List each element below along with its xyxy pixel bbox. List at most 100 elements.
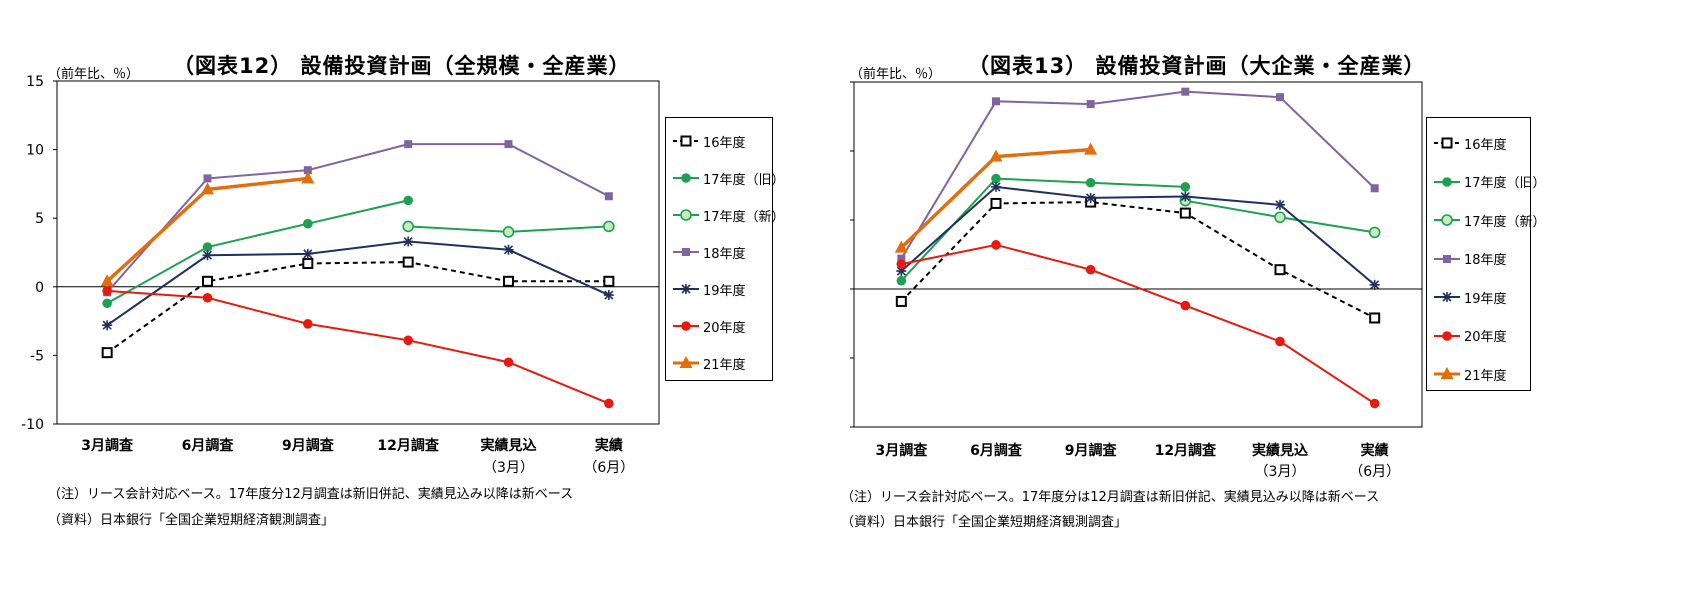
data-point — [1442, 176, 1452, 187]
line-chart-left: 15 10 5 0 -5 -10 3月調査 6月調査 9月調査 12月調査 実績見込 （3月） 実績 （6… — [21, 74, 660, 476]
y-unit-label: （前年比、％） — [850, 67, 942, 82]
legend-item: 17年度（旧） — [672, 168, 785, 188]
data-point — [896, 266, 907, 277]
x-tick-label: 3月調査 — [875, 442, 928, 459]
legend-swatch — [1434, 214, 1460, 226]
chart-title: （図表13） 設備投資計画（大企業・全産業） — [968, 54, 1426, 78]
data-point — [102, 286, 112, 296]
legend-label: 21年度 — [703, 357, 746, 373]
legend-label: 16年度 — [1464, 137, 1507, 153]
data-point — [1441, 214, 1453, 226]
legend: 16年度 17年度（旧） 17年度（新） 18年度 19年度 20年度 21年度 — [665, 117, 785, 381]
series-19年度 — [896, 181, 1380, 290]
data-point — [201, 182, 214, 195]
series-20年度 — [896, 240, 1380, 409]
data-point — [680, 135, 692, 147]
data-point — [604, 192, 613, 201]
data-point — [894, 240, 908, 253]
x-tick-label: 9月調査 — [1065, 442, 1118, 459]
data-point — [503, 357, 514, 368]
chart-panel-left: 15 10 5 0 -5 -10 3月調査 6月調査 9月調査 12月調査 実績見込 （3月） 実績 （6… — [0, 0, 845, 607]
data-point — [1275, 199, 1285, 210]
data-point — [680, 209, 692, 221]
x-tick-label: 実績見込 — [481, 437, 537, 454]
legend-swatch — [673, 135, 699, 147]
legend-swatch — [1434, 367, 1460, 379]
legend-item: 18年度 — [1433, 249, 1507, 269]
data-point — [1274, 264, 1286, 276]
data-point — [682, 248, 690, 256]
data-point — [102, 320, 113, 331]
legend-item: 21年度 — [1433, 364, 1507, 384]
series-line — [106, 261, 609, 354]
legend-label: 16年度 — [703, 135, 746, 151]
data-point — [991, 240, 1001, 250]
data-point — [203, 174, 212, 183]
x-tick-sublabel: （3月） — [1255, 464, 1306, 480]
y-tick-label: 5 — [35, 211, 44, 227]
legend-swatch — [673, 284, 699, 294]
legend-label: 17年度（新） — [703, 209, 785, 225]
series-21年度 — [100, 171, 315, 287]
legend-label: 19年度 — [703, 283, 746, 299]
data-point — [1180, 182, 1191, 192]
data-point — [679, 356, 693, 368]
legend-label: 20年度 — [703, 320, 746, 336]
data-point — [603, 220, 615, 233]
data-point — [1181, 87, 1190, 96]
data-point — [1085, 192, 1096, 203]
data-point — [402, 220, 414, 233]
data-point — [503, 244, 514, 255]
legend-swatch — [1434, 330, 1460, 341]
data-point — [503, 275, 514, 287]
legend-label: 19年度 — [1464, 291, 1507, 307]
data-point — [603, 275, 615, 287]
data-point — [403, 195, 413, 206]
data-point — [992, 97, 1000, 106]
series-line — [900, 90, 1376, 260]
legend-item: 17年度（新） — [1433, 210, 1546, 230]
plot-area — [56, 80, 660, 425]
legend-label: 17年度（旧） — [1464, 176, 1546, 191]
legend-item: 18年度 — [672, 242, 746, 262]
series-line — [106, 143, 610, 293]
series-line — [106, 199, 409, 305]
legend-swatch — [673, 209, 699, 221]
x-tick-label: 実績 — [595, 437, 623, 454]
series-line — [106, 240, 610, 327]
x-tick-label: 6月調査 — [182, 437, 235, 454]
data-point — [991, 181, 1001, 192]
series-17年度（新） — [402, 220, 615, 238]
series-21年度 — [894, 142, 1098, 253]
data-point — [302, 248, 313, 259]
x-tick-sublabel: （6月） — [1349, 464, 1400, 480]
y-tick-label: 0 — [35, 280, 44, 296]
series-20年度 — [102, 286, 614, 409]
legend-label: 17年度（旧） — [703, 172, 785, 188]
data-point — [1440, 367, 1454, 379]
data-point — [1086, 100, 1095, 109]
x-tick-label: 12月調査 — [1155, 442, 1217, 459]
legend-item: 19年度 — [672, 279, 746, 299]
x-tick-label: 実績 — [1361, 442, 1389, 459]
y-tick-label: 15 — [26, 74, 44, 90]
data-point — [301, 171, 315, 184]
x-tick-label: 9月調査 — [282, 437, 335, 454]
data-point — [303, 166, 312, 175]
series-line — [900, 185, 1376, 286]
legend-swatch — [1434, 137, 1460, 149]
data-point — [202, 275, 213, 287]
legend-item: 19年度 — [1433, 287, 1507, 307]
y-tick-label: -5 — [30, 348, 44, 364]
data-point — [1085, 264, 1096, 275]
legend-label: 20年度 — [1464, 330, 1507, 345]
data-point — [303, 319, 313, 329]
series-line — [901, 243, 1376, 405]
x-tick-label: 実績見込 — [1252, 442, 1308, 459]
chart-note: （注）リース会計対応ベース。17年度分は12月調査は新旧併記、実績見込み以降は新… — [841, 490, 1380, 505]
data-point — [603, 290, 614, 301]
data-point — [990, 197, 1002, 209]
plot-area — [853, 81, 1423, 428]
legend: 16年度 17年度（旧） 17年度（新） 18年度 19年度 20年度 21年度 — [1426, 117, 1546, 391]
legend-swatch — [673, 248, 699, 256]
